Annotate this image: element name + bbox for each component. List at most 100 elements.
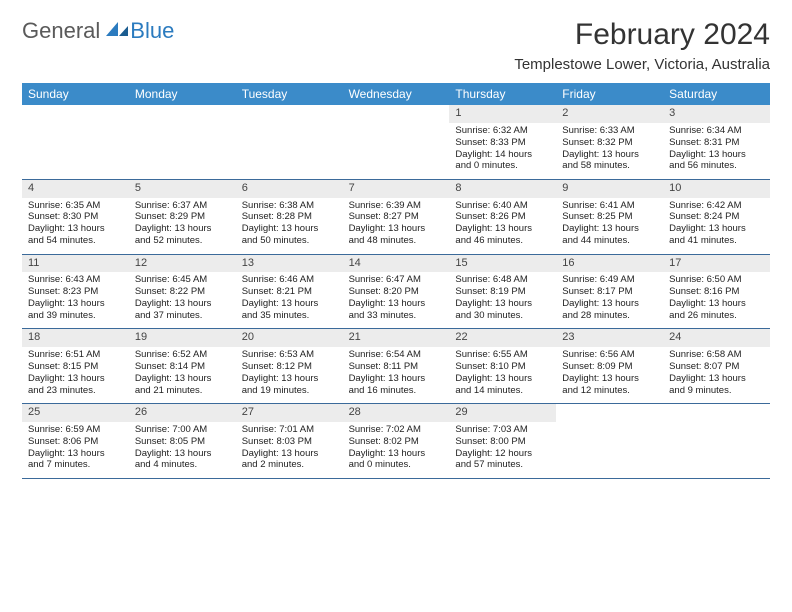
sunset-text: Sunset: 8:07 PM bbox=[669, 361, 764, 373]
sunrise-text: Sunrise: 6:32 AM bbox=[455, 125, 550, 137]
sunset-text: Sunset: 8:31 PM bbox=[669, 137, 764, 149]
day-details: Sunrise: 6:52 AMSunset: 8:14 PMDaylight:… bbox=[129, 347, 236, 403]
day-details: Sunrise: 6:40 AMSunset: 8:26 PMDaylight:… bbox=[449, 198, 556, 254]
day-number: 21 bbox=[343, 329, 450, 347]
calendar-cell: 19Sunrise: 6:52 AMSunset: 8:14 PMDayligh… bbox=[129, 329, 236, 403]
day-details: Sunrise: 6:48 AMSunset: 8:19 PMDaylight:… bbox=[449, 272, 556, 328]
logo: General Blue bbox=[22, 18, 174, 44]
logo-text-general: General bbox=[22, 18, 100, 44]
sunset-text: Sunset: 8:26 PM bbox=[455, 211, 550, 223]
day-headers-row: Sunday Monday Tuesday Wednesday Thursday… bbox=[22, 83, 770, 105]
sunset-text: Sunset: 8:28 PM bbox=[242, 211, 337, 223]
day-details: Sunrise: 6:37 AMSunset: 8:29 PMDaylight:… bbox=[129, 198, 236, 254]
sunset-text: Sunset: 8:15 PM bbox=[28, 361, 123, 373]
calendar-cell: 23Sunrise: 6:56 AMSunset: 8:09 PMDayligh… bbox=[556, 329, 663, 403]
day-number: 6 bbox=[236, 180, 343, 198]
daylight-text: Daylight: 13 hours and 19 minutes. bbox=[242, 373, 337, 397]
day-number: 27 bbox=[236, 404, 343, 422]
calendar: Sunday Monday Tuesday Wednesday Thursday… bbox=[22, 83, 770, 479]
day-number: 2 bbox=[556, 105, 663, 123]
day-details: Sunrise: 6:56 AMSunset: 8:09 PMDaylight:… bbox=[556, 347, 663, 403]
day-header: Tuesday bbox=[236, 83, 343, 105]
page-title: February 2024 bbox=[514, 18, 770, 52]
day-details: Sunrise: 6:51 AMSunset: 8:15 PMDaylight:… bbox=[22, 347, 129, 403]
day-number: 29 bbox=[449, 404, 556, 422]
calendar-cell: 25Sunrise: 6:59 AMSunset: 8:06 PMDayligh… bbox=[22, 404, 129, 478]
sunset-text: Sunset: 8:24 PM bbox=[669, 211, 764, 223]
calendar-cell bbox=[343, 105, 450, 179]
sunset-text: Sunset: 8:16 PM bbox=[669, 286, 764, 298]
day-number: 22 bbox=[449, 329, 556, 347]
sunrise-text: Sunrise: 7:00 AM bbox=[135, 424, 230, 436]
day-header: Friday bbox=[556, 83, 663, 105]
day-details: Sunrise: 6:54 AMSunset: 8:11 PMDaylight:… bbox=[343, 347, 450, 403]
daylight-text: Daylight: 12 hours and 57 minutes. bbox=[455, 448, 550, 472]
day-number: 28 bbox=[343, 404, 450, 422]
day-number: 24 bbox=[663, 329, 770, 347]
sunrise-text: Sunrise: 6:58 AM bbox=[669, 349, 764, 361]
day-details: Sunrise: 6:53 AMSunset: 8:12 PMDaylight:… bbox=[236, 347, 343, 403]
calendar-body: 1Sunrise: 6:32 AMSunset: 8:33 PMDaylight… bbox=[22, 105, 770, 479]
calendar-cell: 10Sunrise: 6:42 AMSunset: 8:24 PMDayligh… bbox=[663, 180, 770, 254]
daylight-text: Daylight: 13 hours and 52 minutes. bbox=[135, 223, 230, 247]
sunset-text: Sunset: 8:29 PM bbox=[135, 211, 230, 223]
day-details: Sunrise: 7:01 AMSunset: 8:03 PMDaylight:… bbox=[236, 422, 343, 478]
sunset-text: Sunset: 8:06 PM bbox=[28, 436, 123, 448]
daylight-text: Daylight: 13 hours and 50 minutes. bbox=[242, 223, 337, 247]
calendar-cell: 20Sunrise: 6:53 AMSunset: 8:12 PMDayligh… bbox=[236, 329, 343, 403]
calendar-cell bbox=[22, 105, 129, 179]
sunrise-text: Sunrise: 6:53 AM bbox=[242, 349, 337, 361]
day-details: Sunrise: 6:39 AMSunset: 8:27 PMDaylight:… bbox=[343, 198, 450, 254]
calendar-cell: 27Sunrise: 7:01 AMSunset: 8:03 PMDayligh… bbox=[236, 404, 343, 478]
daylight-text: Daylight: 13 hours and 41 minutes. bbox=[669, 223, 764, 247]
calendar-cell: 17Sunrise: 6:50 AMSunset: 8:16 PMDayligh… bbox=[663, 255, 770, 329]
daylight-text: Daylight: 13 hours and 28 minutes. bbox=[562, 298, 657, 322]
sunrise-text: Sunrise: 6:47 AM bbox=[349, 274, 444, 286]
sunrise-text: Sunrise: 6:51 AM bbox=[28, 349, 123, 361]
daylight-text: Daylight: 13 hours and 54 minutes. bbox=[28, 223, 123, 247]
daylight-text: Daylight: 13 hours and 7 minutes. bbox=[28, 448, 123, 472]
day-details: Sunrise: 6:58 AMSunset: 8:07 PMDaylight:… bbox=[663, 347, 770, 403]
calendar-week: 11Sunrise: 6:43 AMSunset: 8:23 PMDayligh… bbox=[22, 255, 770, 330]
daylight-text: Daylight: 13 hours and 16 minutes. bbox=[349, 373, 444, 397]
sunset-text: Sunset: 8:23 PM bbox=[28, 286, 123, 298]
day-header: Wednesday bbox=[343, 83, 450, 105]
calendar-cell: 6 Sunrise: 6:38 AMSunset: 8:28 PMDaylight… bbox=[236, 180, 343, 254]
sunrise-text: Sunrise: 6:38 AM bbox=[242, 200, 337, 212]
sunset-text: Sunset: 8:17 PM bbox=[562, 286, 657, 298]
daylight-text: Daylight: 13 hours and 26 minutes. bbox=[669, 298, 764, 322]
day-number: 13 bbox=[236, 255, 343, 273]
day-details: Sunrise: 6:35 AMSunset: 8:30 PMDaylight:… bbox=[22, 198, 129, 254]
sunset-text: Sunset: 8:22 PM bbox=[135, 286, 230, 298]
calendar-cell: 7Sunrise: 6:39 AMSunset: 8:27 PMDaylight… bbox=[343, 180, 450, 254]
daylight-text: Daylight: 13 hours and 44 minutes. bbox=[562, 223, 657, 247]
day-details: Sunrise: 6:42 AMSunset: 8:24 PMDaylight:… bbox=[663, 198, 770, 254]
sunrise-text: Sunrise: 6:50 AM bbox=[669, 274, 764, 286]
sunrise-text: Sunrise: 6:52 AM bbox=[135, 349, 230, 361]
daylight-text: Daylight: 13 hours and 30 minutes. bbox=[455, 298, 550, 322]
day-details bbox=[236, 109, 343, 165]
sunset-text: Sunset: 8:10 PM bbox=[455, 361, 550, 373]
calendar-cell: 5Sunrise: 6:37 AMSunset: 8:29 PMDaylight… bbox=[129, 180, 236, 254]
day-details: Sunrise: 6:55 AMSunset: 8:10 PMDaylight:… bbox=[449, 347, 556, 403]
daylight-text: Daylight: 13 hours and 39 minutes. bbox=[28, 298, 123, 322]
daylight-text: Daylight: 13 hours and 46 minutes. bbox=[455, 223, 550, 247]
sunrise-text: Sunrise: 7:03 AM bbox=[455, 424, 550, 436]
day-details: Sunrise: 7:03 AMSunset: 8:00 PMDaylight:… bbox=[449, 422, 556, 478]
calendar-cell: 8Sunrise: 6:40 AMSunset: 8:26 PMDaylight… bbox=[449, 180, 556, 254]
sunset-text: Sunset: 8:30 PM bbox=[28, 211, 123, 223]
day-number: 25 bbox=[22, 404, 129, 422]
day-details bbox=[343, 109, 450, 165]
day-number: 15 bbox=[449, 255, 556, 273]
title-block: February 2024 Templestowe Lower, Victori… bbox=[514, 18, 770, 73]
day-number: 4 bbox=[22, 180, 129, 198]
calendar-cell: 29Sunrise: 7:03 AMSunset: 8:00 PMDayligh… bbox=[449, 404, 556, 478]
sunset-text: Sunset: 8:21 PM bbox=[242, 286, 337, 298]
day-number: 10 bbox=[663, 180, 770, 198]
day-details: Sunrise: 6:34 AMSunset: 8:31 PMDaylight:… bbox=[663, 123, 770, 179]
day-number: 12 bbox=[129, 255, 236, 273]
sunset-text: Sunset: 8:05 PM bbox=[135, 436, 230, 448]
sunrise-text: Sunrise: 6:37 AM bbox=[135, 200, 230, 212]
calendar-week: 1Sunrise: 6:32 AMSunset: 8:33 PMDaylight… bbox=[22, 105, 770, 180]
daylight-text: Daylight: 13 hours and 14 minutes. bbox=[455, 373, 550, 397]
